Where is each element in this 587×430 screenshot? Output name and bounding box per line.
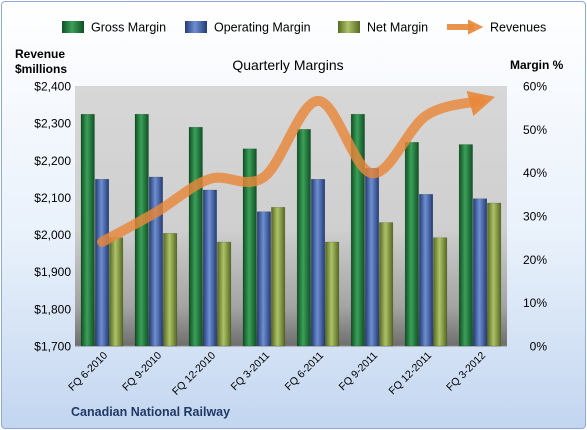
left-tick-label: $2,400	[34, 80, 71, 94]
right-tick-label: 20%	[523, 253, 547, 267]
bar-gross-margin-fq-12-2011	[404, 142, 419, 347]
bars-layer	[80, 113, 502, 347]
footer-company-name: Canadian National Railway	[71, 405, 230, 419]
x-tick-label: FQ 9-2011	[337, 350, 381, 394]
bar-net-margin-fq-12-2011	[433, 237, 448, 347]
revenues-line	[97, 91, 496, 247]
left-tick-label: $1,900	[34, 265, 71, 279]
legend: Gross Margin Operating Margin Net Margin…	[62, 19, 546, 35]
left-tick-label: $1,700	[34, 340, 71, 354]
bar-gross-margin-fq-9-2010	[134, 113, 149, 347]
left-tick-label: $1,800	[34, 302, 71, 316]
bar-net-margin-fq-9-2011	[379, 222, 394, 347]
x-tick-label: FQ 12-2011	[387, 350, 435, 398]
bar-gross-margin-fq-12-2010	[188, 126, 203, 347]
legend-swatch-net-margin	[338, 21, 360, 33]
x-tick-label: FQ 12-2010	[170, 350, 218, 398]
revenue-line-layer	[97, 91, 496, 247]
left-tick-label: $2,100	[34, 191, 71, 205]
x-axis-ticks: FQ 6-2010 FQ 9-2010 FQ 12-2010 FQ 3-2011 FQ …	[66, 350, 488, 398]
x-tick-label: FQ 3-2011	[229, 350, 273, 394]
bar-operating-margin-fq-9-2011	[365, 168, 380, 347]
right-tick-label: 50%	[523, 123, 547, 137]
bar-gross-margin-fq-3-2011	[242, 148, 257, 347]
legend-label-operating-margin: Operating Margin	[214, 21, 311, 35]
chart-title: Quarterly Margins	[232, 57, 343, 73]
bar-operating-margin-fq-3-2012	[473, 198, 488, 347]
right-tick-label: 40%	[523, 166, 547, 180]
right-tick-label: 30%	[523, 210, 547, 224]
bar-net-margin-fq-9-2010	[163, 233, 178, 347]
bar-operating-margin-fq-3-2011	[256, 211, 271, 347]
legend-swatch-operating-margin	[185, 21, 207, 33]
legend-label-gross-margin: Gross Margin	[91, 21, 166, 35]
bar-net-margin-fq-6-2011	[325, 241, 340, 347]
right-axis-title: Margin %	[510, 58, 564, 72]
left-tick-label: $2,200	[34, 154, 71, 168]
legend-label-net-margin: Net Margin	[367, 21, 428, 35]
bar-net-margin-fq-3-2011	[271, 207, 286, 347]
x-tick-label: FQ 6-2011	[283, 350, 327, 394]
x-tick-label: FQ 9-2010	[120, 350, 164, 394]
x-tick-label: FQ 6-2010	[66, 350, 110, 394]
bar-operating-margin-fq-9-2010	[148, 176, 163, 347]
right-tick-label: 0%	[530, 340, 548, 354]
bar-operating-margin-fq-6-2011	[311, 178, 326, 347]
bar-net-margin-fq-12-2010	[217, 241, 232, 347]
left-axis-title-line1: Revenue	[15, 47, 65, 61]
bar-net-margin-fq-6-2010	[109, 237, 124, 347]
bar-gross-margin-fq-3-2012	[458, 144, 473, 347]
x-tick-label: FQ 3-2012	[444, 350, 488, 394]
left-tick-label: $2,300	[34, 117, 71, 131]
legend-swatch-gross-margin	[62, 21, 84, 33]
right-axis-ticks: 0% 10% 20% 30% 40% 50% 60%	[523, 80, 547, 354]
bar-net-margin-fq-3-2012	[487, 202, 502, 347]
left-axis-title-line2: $millions	[15, 62, 67, 76]
bar-gross-margin-fq-6-2010	[80, 113, 95, 347]
right-tick-label: 10%	[523, 296, 547, 310]
bar-operating-margin-fq-6-2010	[95, 178, 110, 347]
left-axis-ticks: $1,700 $1,800 $1,900 $2,000 $2,100 $2,200 $2,3…	[34, 80, 71, 354]
left-tick-label: $2,000	[34, 228, 71, 242]
right-tick-label: 60%	[523, 80, 547, 94]
bar-gross-margin-fq-6-2011	[296, 129, 311, 347]
bar-operating-margin-fq-12-2010	[202, 189, 217, 347]
legend-label-revenues: Revenues	[490, 21, 546, 35]
bar-operating-margin-fq-12-2011	[419, 194, 434, 347]
